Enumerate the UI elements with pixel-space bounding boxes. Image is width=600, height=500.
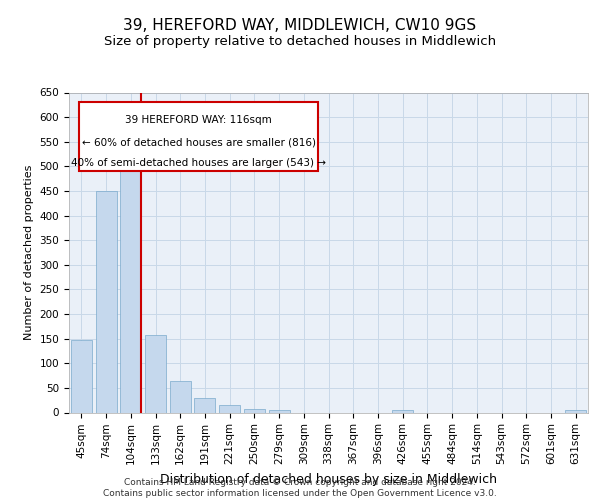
Bar bbox=[170, 380, 191, 412]
Text: Size of property relative to detached houses in Middlewich: Size of property relative to detached ho… bbox=[104, 35, 496, 48]
Text: 40% of semi-detached houses are larger (543) →: 40% of semi-detached houses are larger (… bbox=[71, 158, 326, 168]
Bar bbox=[95, 191, 116, 412]
Bar bbox=[565, 410, 586, 412]
Bar bbox=[145, 334, 166, 412]
Bar bbox=[71, 340, 92, 412]
Text: 39 HEREFORD WAY: 116sqm: 39 HEREFORD WAY: 116sqm bbox=[125, 115, 272, 125]
Bar bbox=[269, 410, 290, 412]
Y-axis label: Number of detached properties: Number of detached properties bbox=[24, 165, 34, 340]
FancyBboxPatch shape bbox=[79, 102, 318, 171]
Text: ← 60% of detached houses are smaller (816): ← 60% of detached houses are smaller (81… bbox=[82, 138, 316, 147]
Bar bbox=[194, 398, 215, 412]
X-axis label: Distribution of detached houses by size in Middlewich: Distribution of detached houses by size … bbox=[160, 472, 497, 486]
Bar bbox=[219, 405, 240, 412]
Text: Contains HM Land Registry data © Crown copyright and database right 2024.
Contai: Contains HM Land Registry data © Crown c… bbox=[103, 478, 497, 498]
Text: 39, HEREFORD WAY, MIDDLEWICH, CW10 9GS: 39, HEREFORD WAY, MIDDLEWICH, CW10 9GS bbox=[124, 18, 476, 32]
Bar bbox=[120, 163, 141, 412]
Bar bbox=[392, 410, 413, 412]
Bar bbox=[244, 408, 265, 412]
